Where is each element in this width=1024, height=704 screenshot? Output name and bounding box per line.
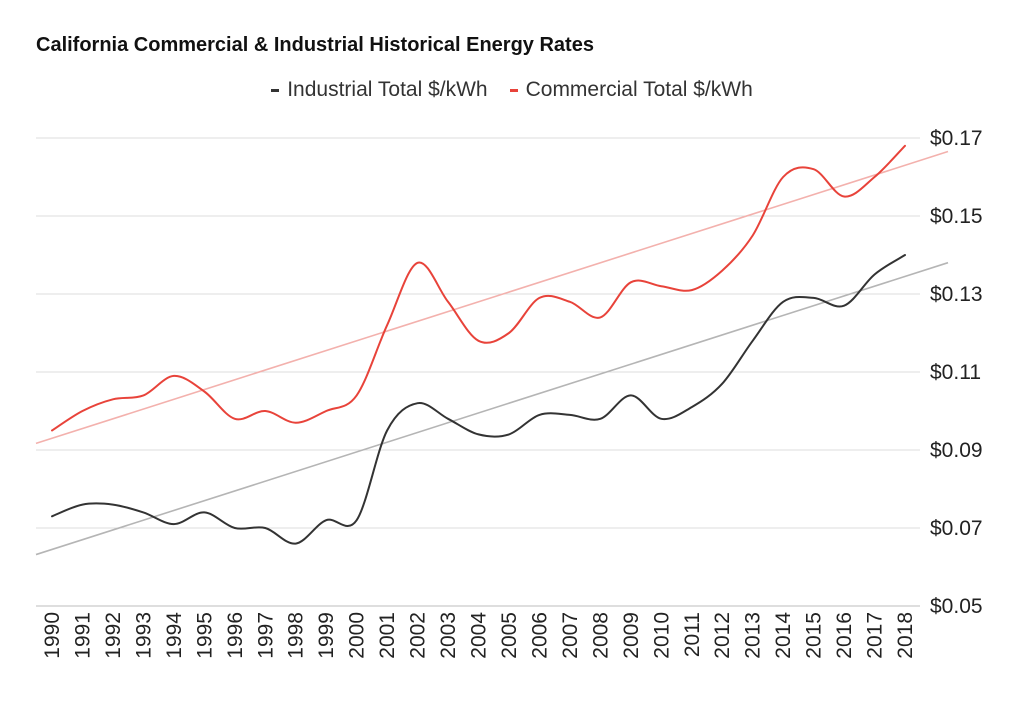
x-tick-label: 1993 (132, 612, 155, 659)
x-tick-label: 2018 (894, 612, 917, 659)
y-axis-ticks: $0.05 $0.07 $0.09 $0.11 $0.13 $0.15 $0.17 (930, 127, 983, 618)
x-tick-label: 2011 (681, 612, 704, 657)
x-tick-label: 2015 (803, 612, 826, 659)
x-tick-label: 1998 (285, 612, 308, 659)
x-tick-label: 1999 (315, 612, 338, 659)
trendline (35, 150, 949, 445)
y-tick-label: $0.13 (930, 283, 983, 306)
y-tick-label: $0.09 (930, 439, 983, 462)
legend-label-commercial: Commercial Total $/kWh (525, 78, 753, 101)
series-lines (51, 144, 906, 545)
legend-item-commercial: Commercial Total $/kWh (509, 78, 753, 102)
x-tick-label: 2003 (437, 612, 460, 659)
y-tick-label: $0.11 (930, 361, 981, 384)
x-tick-label: 1991 (71, 612, 94, 659)
y-tick-label: $0.07 (930, 517, 983, 540)
x-tick-label: 2001 (376, 612, 399, 659)
x-tick-label: 2017 (864, 612, 887, 659)
y-tick-label: $0.17 (930, 127, 983, 150)
x-tick-label: 2013 (742, 612, 765, 659)
x-tick-label: 2014 (772, 612, 795, 659)
x-tick-label: 1996 (224, 612, 247, 659)
x-tick-label: 2005 (498, 612, 521, 659)
trendlines (35, 150, 949, 556)
x-tick-label: 2008 (589, 612, 612, 659)
series-line-commercial (51, 144, 906, 432)
x-tick-label: 1997 (254, 612, 277, 659)
x-axis-ticks: 1990 1991 1992 1993 1994 1995 1996 1997 1998 1999… (41, 612, 917, 659)
x-tick-label: 2010 (650, 612, 673, 659)
x-tick-label: 2006 (528, 612, 551, 659)
x-tick-label: 2000 (346, 612, 369, 659)
trendline (35, 261, 949, 556)
gridlines (36, 137, 920, 607)
chart-legend: Industrial Total $/kWh Commercial Total … (0, 78, 1024, 102)
series-line-industrial (51, 254, 906, 545)
y-tick-label: $0.05 (930, 595, 983, 618)
legend-label-industrial: Industrial Total $/kWh (287, 78, 488, 101)
x-tick-label: 2016 (833, 612, 856, 659)
legend-swatch-industrial (271, 88, 280, 92)
x-tick-label: 1990 (41, 612, 64, 659)
y-tick-label: $0.15 (930, 205, 983, 228)
chart-title: California Commercial & Industrial Histo… (36, 34, 594, 56)
x-tick-label: 1994 (163, 612, 186, 659)
x-tick-label: 1992 (102, 612, 125, 659)
legend-swatch-commercial (509, 88, 518, 92)
x-tick-label: 2012 (711, 612, 734, 659)
legend-item-industrial: Industrial Total $/kWh (271, 78, 488, 102)
x-tick-label: 2002 (407, 612, 430, 659)
x-tick-label: 2004 (468, 612, 491, 659)
x-tick-label: 2009 (620, 612, 643, 659)
x-tick-label: 1995 (193, 612, 216, 659)
x-tick-label: 2007 (559, 612, 582, 659)
